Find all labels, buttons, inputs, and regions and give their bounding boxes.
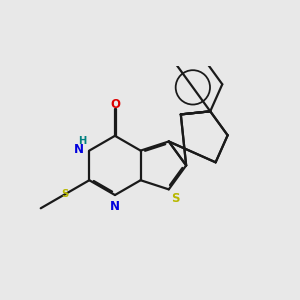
Text: S: S [61, 189, 69, 199]
Text: H: H [78, 136, 86, 146]
Text: N: N [110, 200, 120, 213]
Text: O: O [110, 98, 120, 112]
Text: N: N [74, 143, 84, 156]
Text: S: S [172, 192, 180, 205]
